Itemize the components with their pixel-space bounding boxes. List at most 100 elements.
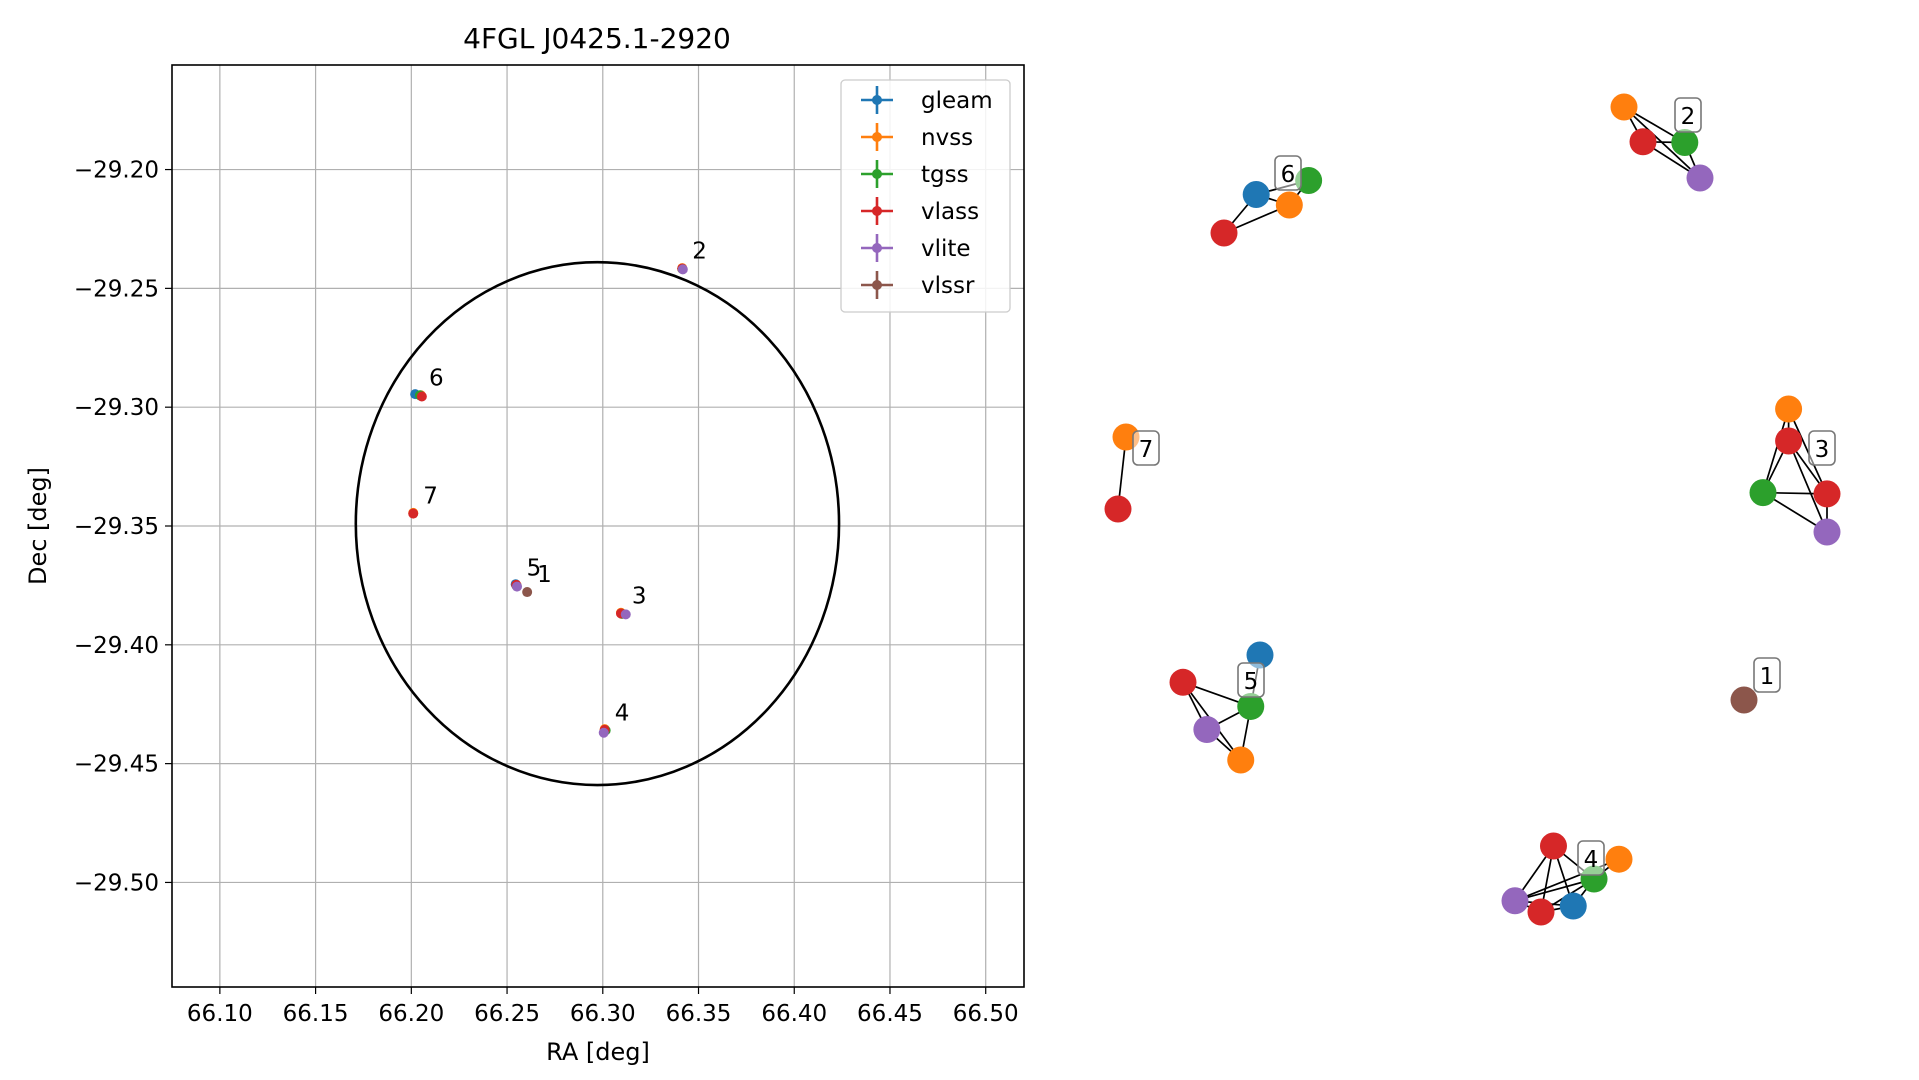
y-tick-label: −29.20 [74,158,159,184]
grid-lines [172,65,1024,987]
fermi-ellipse-layer [354,260,841,787]
source-label: 3 [632,583,647,609]
network-node-nvss [1775,395,1803,423]
legend-label-vlass: vlass [921,199,979,225]
network-node-vlass [1169,668,1197,696]
point-vlite [620,609,631,620]
legend-marker [872,206,882,216]
network-edge [1787,408,1828,495]
network-node-vlass [1527,898,1555,926]
legend-label-nvss: nvss [921,125,973,151]
y-tick-label: −29.50 [74,870,159,896]
network-label: 6 [1281,162,1296,188]
point-vlssr [522,587,533,598]
legend-marker [872,169,882,179]
network-node-tgss [1671,129,1699,156]
x-tick-label: 66.40 [761,1001,827,1027]
x-tick-label: 66.50 [953,1001,1019,1027]
network-node-tgss [1295,167,1323,194]
network-label-box [1577,840,1605,876]
network-node-nvss [1227,746,1255,774]
x-axis-ticks: 66.10 66.15 66.20 66.25 66.30 66.35 66.40 66.45… [187,987,1019,1027]
x-tick-label: 66.20 [378,1001,444,1027]
network-node-vlite [1501,887,1529,915]
legend-marker [872,243,882,253]
y-axis-label: Dec [deg] [24,467,52,585]
network-node-vlass [1539,832,1567,860]
network-label: 1 [1760,664,1775,690]
network-node-gleam [1559,892,1587,920]
legend-marker [872,95,882,105]
network-node-tgss [1749,479,1777,507]
legend-label-vlssr: vlssr [921,273,975,299]
network-graph: 6 2 7 3 5 1 4 [1104,93,1841,926]
legend-marker [872,132,882,142]
y-tick-label: −29.25 [74,276,159,302]
y-axis-ticks: −29.20 −29.25 −29.30 −29.35 −29.40 −29.45 −29.… [74,158,172,896]
network-node-vlass [1104,495,1132,523]
x-axis-label: RA [deg] [546,1038,650,1066]
legend: gleam nvss tgss vlass vlite vlssr [840,79,1011,313]
network-node-gleam [1246,641,1274,669]
network-label-box [1274,155,1302,191]
source-label: 7 [423,483,438,509]
network-nodes [1104,93,1841,926]
network-node-nvss [1610,93,1638,121]
scatter-points [408,263,688,738]
network-node-vlass [1210,219,1238,247]
source-label: 5 [527,555,542,581]
source-label: 6 [429,365,444,391]
point-vlite [512,581,523,592]
y-tick-label: −29.40 [74,633,159,659]
network-node-nvss [1275,191,1303,219]
y-tick-label: −29.35 [74,514,159,540]
network-node-vlass [1775,427,1803,455]
x-tick-label: 66.15 [283,1001,349,1027]
network-label-box [1237,662,1265,698]
point-vlass [416,391,427,402]
network-node-vlass [1629,128,1657,156]
network-node-vlite [1193,716,1221,744]
y-tick-label: −29.30 [74,395,159,421]
network-label: 3 [1815,437,1830,463]
network-edge [1762,408,1790,493]
network-labels: 6 2 7 3 5 1 4 [1132,97,1836,876]
point-vlite [677,264,688,275]
network-node-gleam [1242,181,1270,208]
source-label: 1 [537,562,552,588]
network-label: 2 [1681,104,1696,130]
network-label-box [1674,97,1702,133]
network-node-tgss [1237,692,1265,720]
point-vlite [598,727,609,738]
network-label: 5 [1244,669,1259,695]
y-tick-label: −29.45 [74,752,159,778]
legend-label-gleam: gleam [921,88,993,114]
x-tick-label: 66.25 [474,1001,540,1027]
scatter-title: 4FGL J0425.1-2920 [463,22,731,55]
network-label-box [1753,657,1781,693]
x-tick-label: 66.30 [570,1001,636,1027]
legend-label-tgss: tgss [921,162,969,188]
x-tick-label: 66.35 [666,1001,732,1027]
network-node-vlass [1813,480,1841,508]
network-label: 7 [1139,437,1154,463]
network-node-nvss [1605,845,1633,873]
point-vlass [408,508,419,519]
legend-marker [872,280,882,290]
x-tick-label: 66.45 [857,1001,923,1027]
network-label: 4 [1584,847,1599,873]
network-edge [1787,440,1828,533]
fermi-ellipse [354,260,841,787]
legend-label-vlite: vlite [921,236,971,262]
network-label-box [1132,430,1160,466]
source-annotations: 2 6 7 51 3 4 [423,239,707,727]
network-node-vlite [1686,164,1714,192]
source-label: 4 [615,700,630,726]
source-label: 2 [692,239,707,265]
network-node-vlssr [1730,686,1758,714]
network-label-box [1808,430,1836,466]
network-node-vlite [1813,518,1841,546]
network-edge [1514,878,1595,902]
x-tick-label: 66.10 [187,1001,253,1027]
